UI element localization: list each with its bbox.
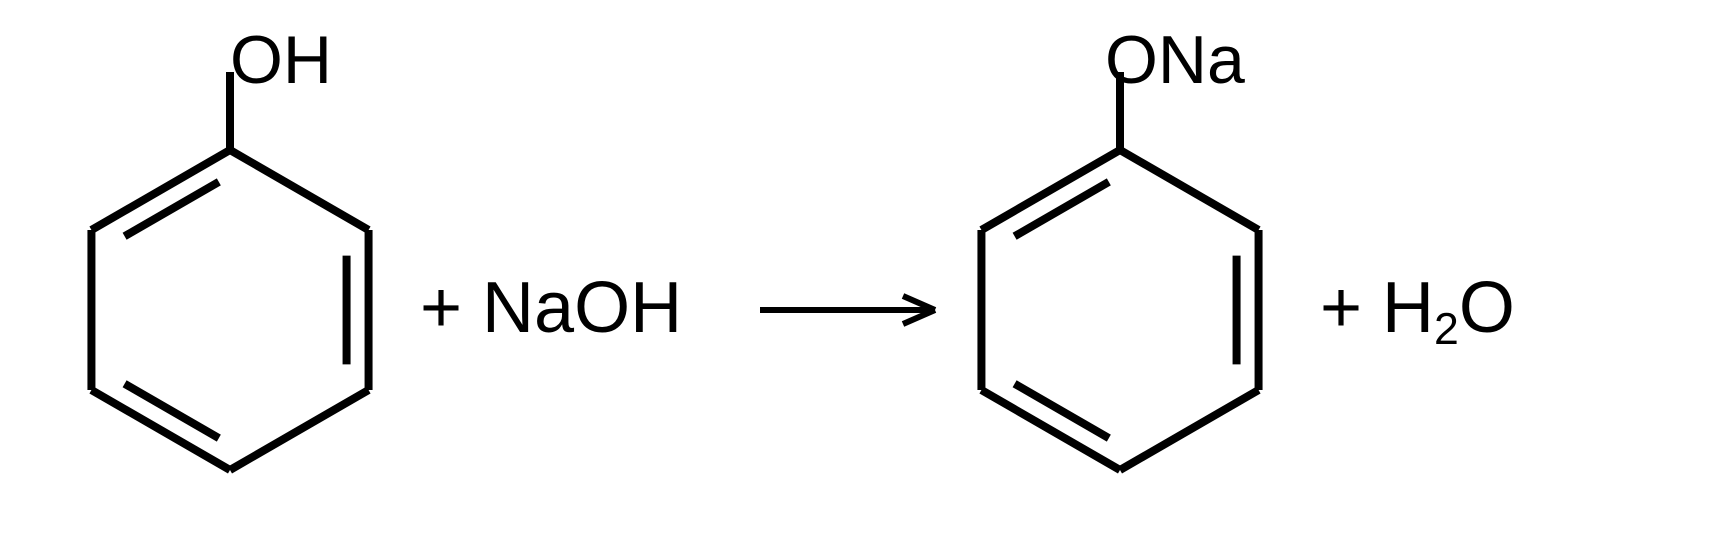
plus-naoh-label: + NaOH: [420, 272, 682, 344]
phenol-substituent-label: OH: [230, 26, 332, 94]
plus-h2o-label: + H2O: [1320, 272, 1515, 344]
reaction-canvas: OH ONa + NaOH + H2O: [0, 0, 1733, 558]
phenolate-substituent-label: ONa: [1105, 26, 1245, 94]
